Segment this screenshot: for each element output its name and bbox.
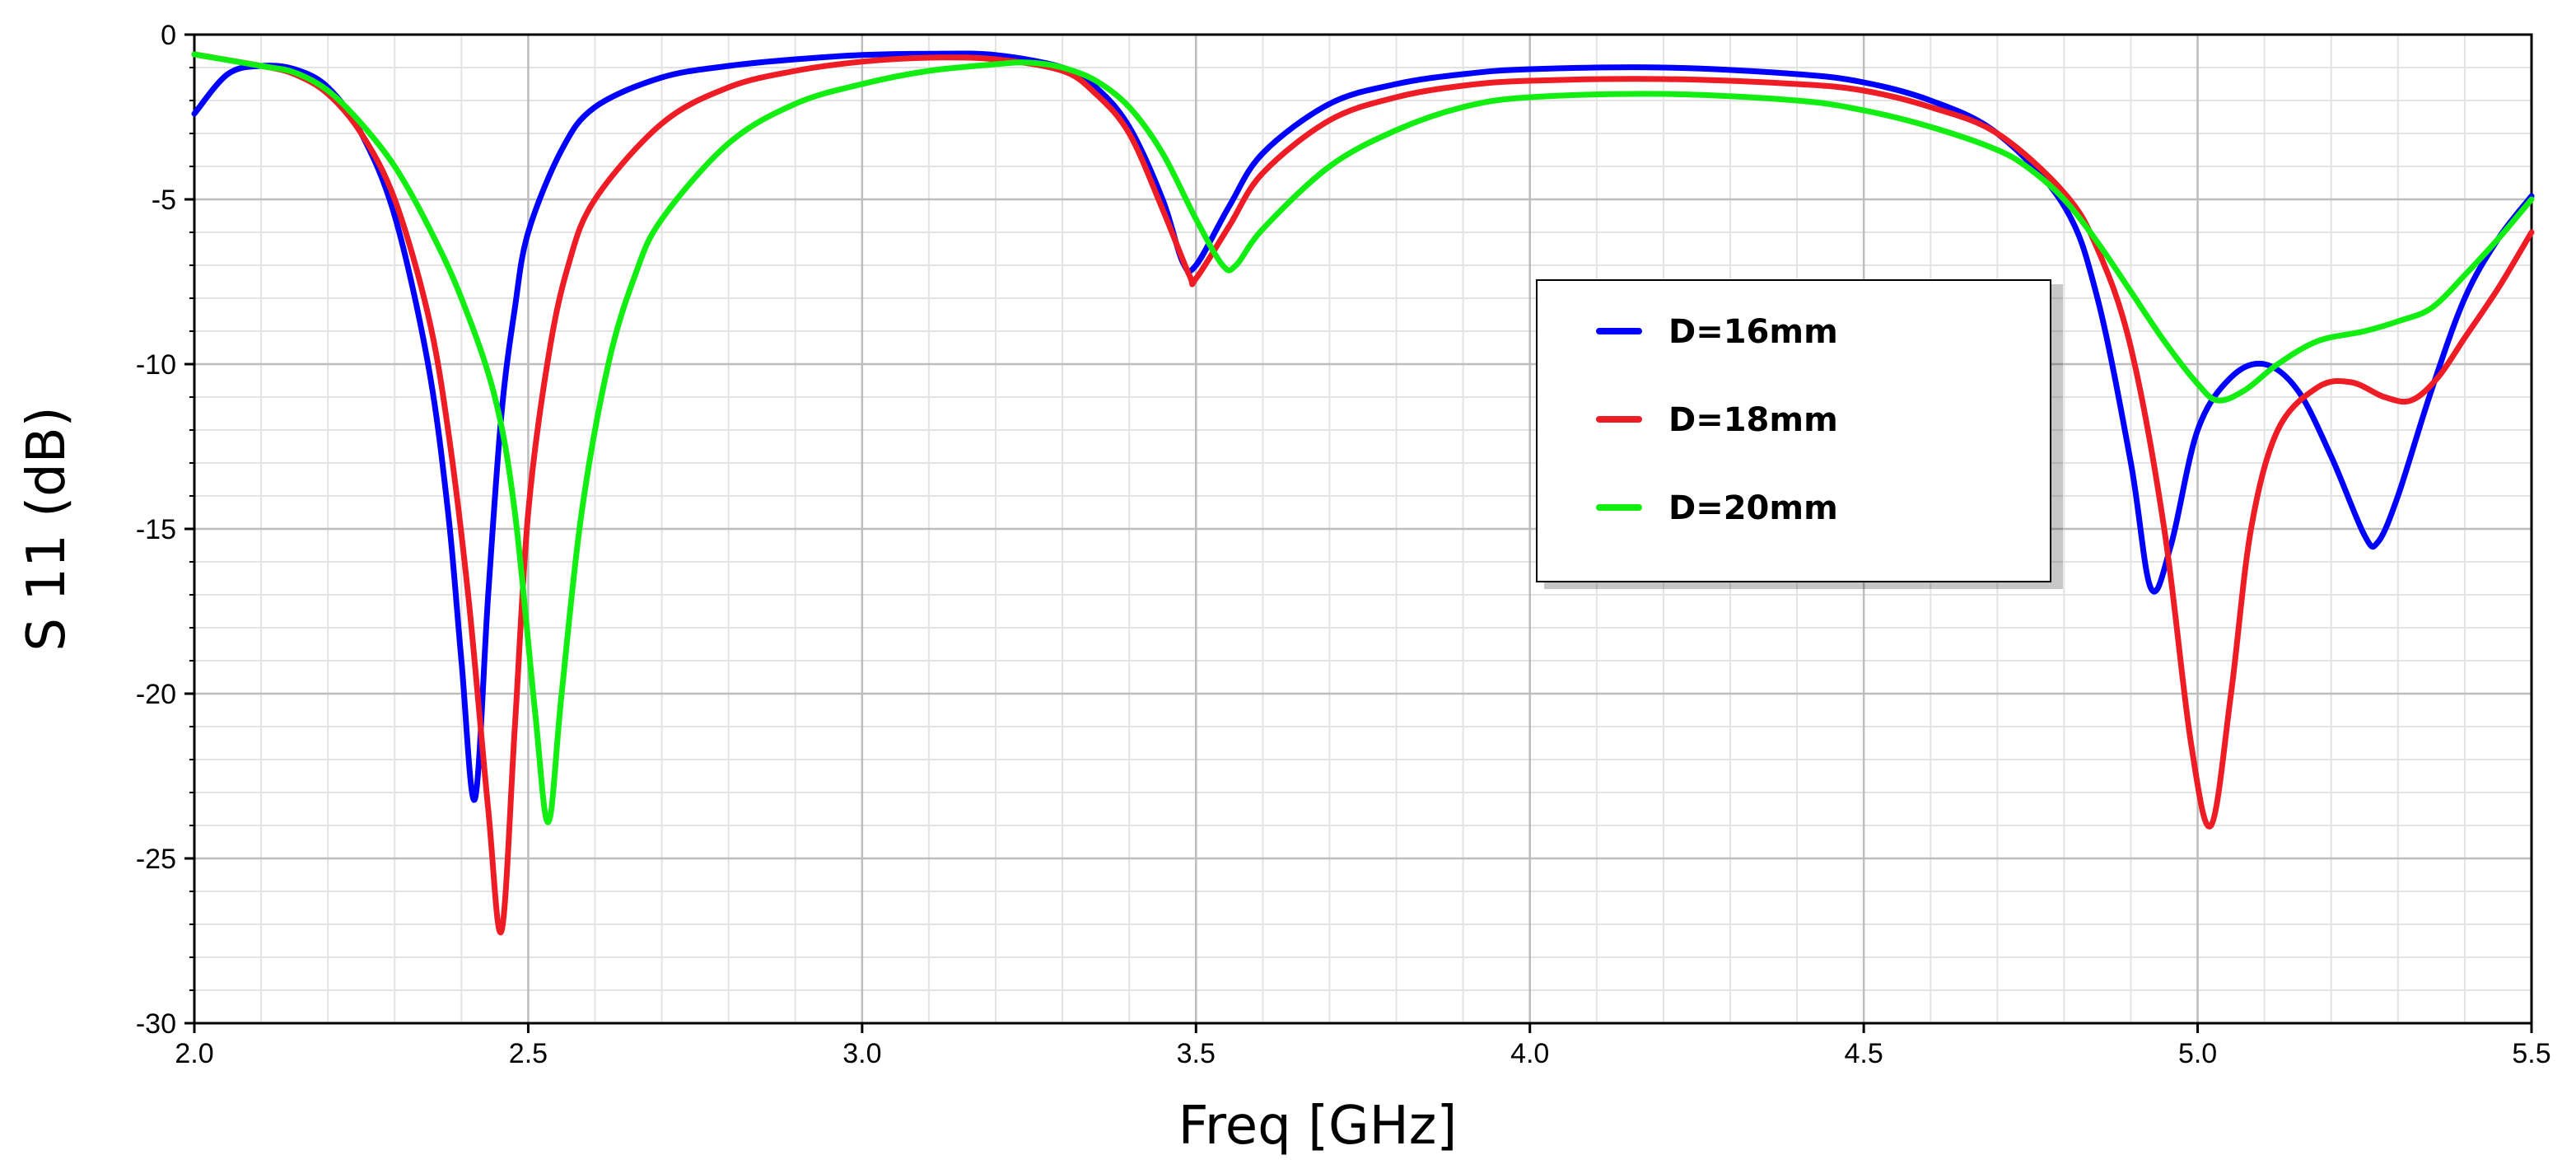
x-axis-title: Freq [GHz]: [1178, 1096, 1458, 1157]
x-tick-label: 3.5: [1177, 1038, 1216, 1069]
series-line-d-16mm: [191, 50, 2535, 803]
axis-ticks: [184, 33, 2533, 1033]
x-tick-label: 4.0: [1510, 1038, 1549, 1069]
y-tick-label: -10: [136, 349, 176, 381]
y-tick-label: 0: [161, 20, 176, 51]
legend-label: D=16mm: [1668, 313, 1838, 351]
y-axis-title: S 11 (dB): [16, 406, 77, 651]
x-tick-label: 4.5: [1845, 1038, 1883, 1069]
series-lines: [191, 50, 2535, 936]
y-tick-label: -5: [152, 185, 176, 216]
legend: D=16mm D=18mm D=20mm: [1536, 279, 2063, 589]
x-tick-labels: 2.0 2.5 3.0 3.5 4.0 4.5 5.0 5.5: [175, 1038, 2550, 1069]
series-line-d-18mm: [191, 51, 2535, 936]
y-tick-label: -15: [136, 514, 176, 545]
x-tick-label: 5.5: [2512, 1038, 2550, 1069]
legend-label: D=20mm: [1668, 489, 1838, 527]
legend-label: D=18mm: [1668, 401, 1838, 439]
x-tick-label: 3.0: [842, 1038, 881, 1069]
y-tick-label: -20: [136, 679, 176, 710]
y-tick-label: -30: [136, 1008, 176, 1040]
y-tick-labels: 0 -5 -10 -15 -20 -25 -30: [136, 20, 176, 1040]
legend-items: D=16mm D=18mm D=20mm: [1596, 313, 1838, 527]
x-tick-label: 5.0: [2178, 1038, 2217, 1069]
series-line-d-20mm: [191, 51, 2535, 825]
x-tick-label: 2.5: [509, 1038, 548, 1069]
x-tick-label: 2.0: [175, 1038, 213, 1069]
y-tick-label: -25: [136, 844, 176, 875]
